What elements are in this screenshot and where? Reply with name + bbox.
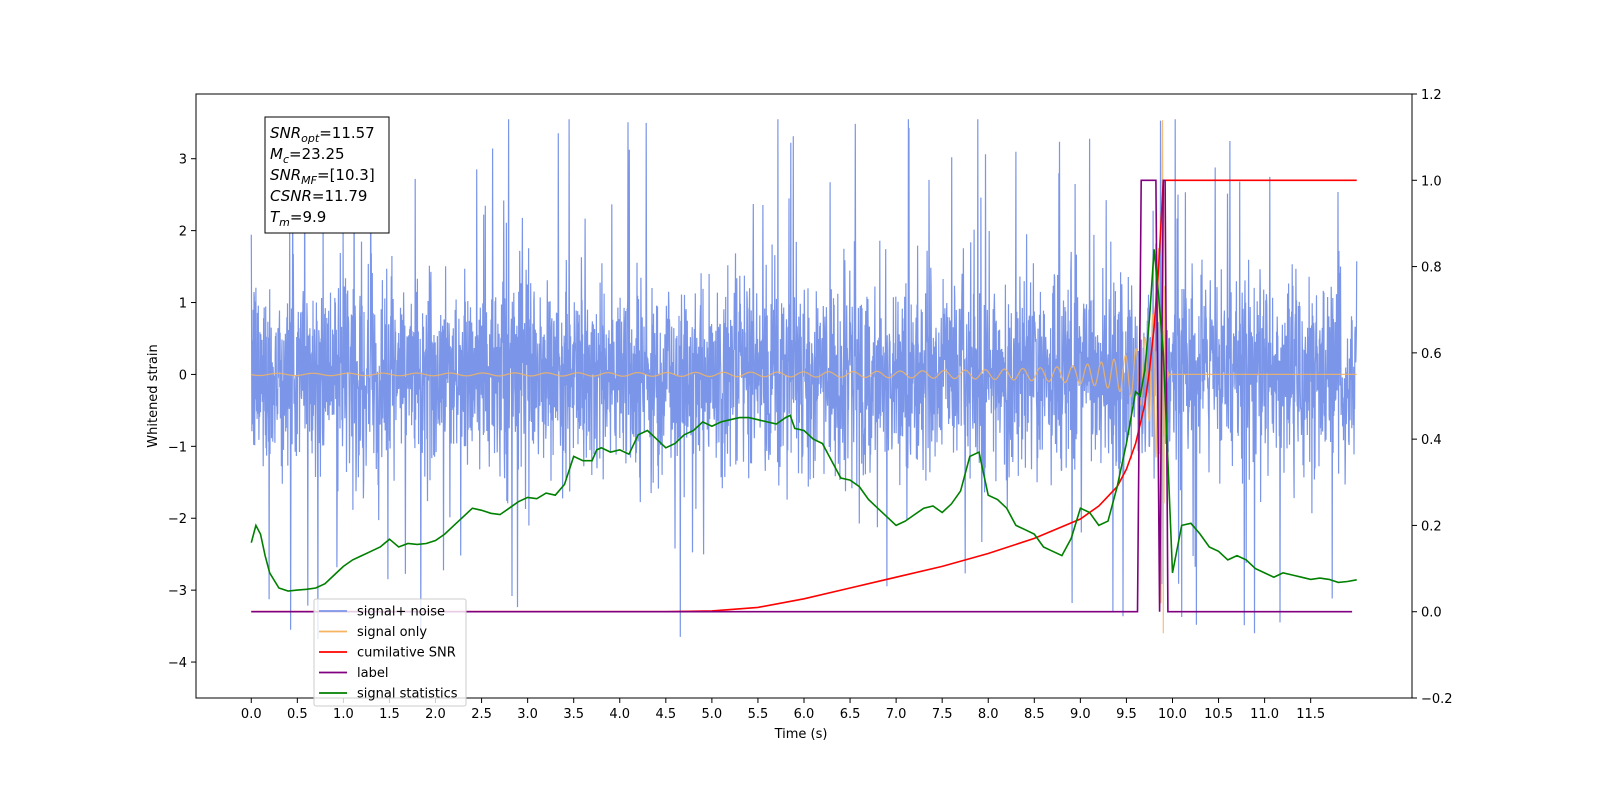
- x-tick-label: 4.0: [609, 707, 630, 722]
- x-tick-label: 3.5: [563, 707, 584, 722]
- x-axis-label: Time (s): [774, 727, 828, 742]
- series-signal-statistics-line: [250, 249, 1357, 592]
- legend-label: signal+ noise: [357, 605, 445, 620]
- y-axis-label: Whitened strain: [146, 344, 161, 447]
- series-label-line: [251, 179, 1353, 613]
- y-left-tick-label: −1: [168, 440, 187, 455]
- x-tick-label: 0.0: [241, 707, 262, 722]
- x-tick-label: 5.0: [702, 707, 723, 722]
- y-left-tick-label: 0: [179, 368, 187, 383]
- x-tick-label: 11.0: [1250, 707, 1279, 722]
- y-right-tick-label: 0.2: [1421, 519, 1442, 534]
- y-right-tick-label: −0.2: [1421, 692, 1453, 707]
- info-line: Tm=9.9: [270, 208, 326, 229]
- y-right-tick-label: 1.2: [1421, 88, 1442, 103]
- x-tick-label: 4.5: [655, 707, 676, 722]
- y-left-tick-label: 2: [179, 225, 187, 240]
- info-line: Mc=23.25: [270, 145, 345, 166]
- y-left-tick-label: −2: [168, 512, 187, 527]
- y-axis-right: −0.2 0.0 0.2 0.4 0.6 0.8 1.0 1.2: [1412, 88, 1453, 707]
- x-tick-label: 9.5: [1116, 707, 1137, 722]
- x-tick-label: 6.5: [840, 707, 861, 722]
- x-tick-label: 7.5: [932, 707, 953, 722]
- info-box: SNRopt=11.57Mc=23.25SNRMF=[10.3]CSNR=11.…: [264, 116, 390, 234]
- series-signal-noise-line: [250, 119, 1358, 640]
- legend: signal+ noise signal only cumilative SNR la…: [313, 598, 467, 707]
- y-left-tick-label: 1: [179, 297, 187, 312]
- series-signal-only-line: [251, 120, 1357, 634]
- x-tick-label: 10.5: [1204, 707, 1233, 722]
- legend-label: cumilative SNR: [357, 646, 456, 661]
- y-right-tick-label: 1.0: [1421, 174, 1442, 189]
- x-tick-label: 3.0: [517, 707, 538, 722]
- x-tick-label: 2.0: [425, 707, 446, 722]
- x-tick-label: 1.5: [379, 707, 400, 722]
- y-left-tick-label: −3: [168, 584, 187, 599]
- x-tick-label: 5.5: [748, 707, 769, 722]
- info-line: CSNR=11.79: [270, 187, 367, 205]
- y-right-tick-label: 0.0: [1421, 606, 1442, 621]
- legend-label: signal statistics: [357, 687, 458, 702]
- x-axis: 0.0 0.5 1.0 1.5 2.0 2.5 3.0 3.5 4.0 4.5 5.0 5.5 6.0 6…: [241, 698, 1325, 722]
- y-right-tick-label: 0.6: [1421, 347, 1442, 362]
- y-right-tick-label: 0.8: [1421, 261, 1442, 276]
- x-tick-label: 0.5: [287, 707, 308, 722]
- x-tick-label: 6.0: [794, 707, 815, 722]
- info-line: SNRMF=[10.3]: [270, 166, 375, 187]
- x-tick-label: 2.5: [471, 707, 492, 722]
- y-left-tick-label: −4: [168, 656, 187, 671]
- x-tick-label: 8.5: [1024, 707, 1045, 722]
- x-tick-label: 1.0: [333, 707, 354, 722]
- x-tick-label: 10.0: [1158, 707, 1187, 722]
- series-layer: [250, 119, 1358, 640]
- y-right-tick-label: 0.4: [1421, 433, 1442, 448]
- x-tick-label: 11.5: [1296, 707, 1325, 722]
- info-line: SNRopt=11.57: [270, 124, 375, 145]
- info-box-frame: [264, 116, 390, 234]
- legend-label: label: [357, 666, 388, 681]
- y-axis-left: −4 −3 −2 −1 0 1 2 3: [168, 153, 196, 671]
- legend-label: signal only: [357, 625, 427, 640]
- y-left-tick-label: 3: [179, 153, 187, 168]
- legend-frame: [313, 598, 467, 707]
- x-tick-label: 9.0: [1070, 707, 1091, 722]
- x-tick-label: 8.0: [978, 707, 999, 722]
- x-tick-label: 7.0: [886, 707, 907, 722]
